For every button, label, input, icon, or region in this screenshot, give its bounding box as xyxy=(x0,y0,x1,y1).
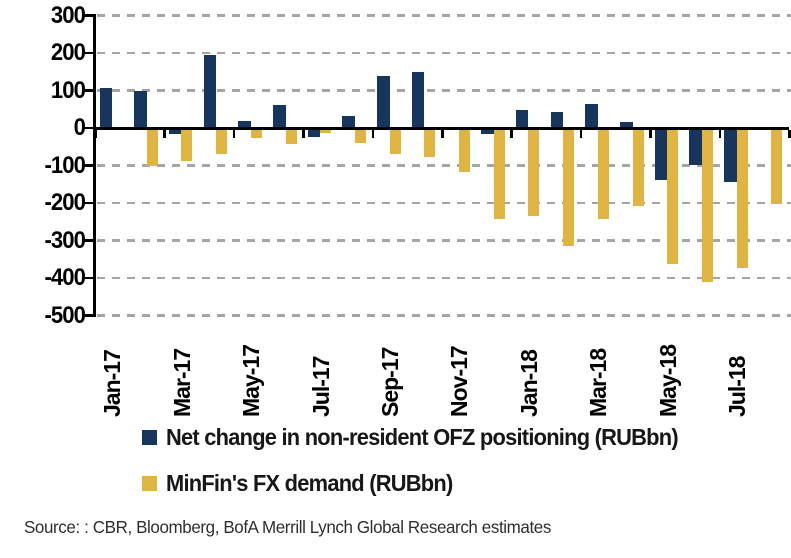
gold-bar-May-17 xyxy=(250,129,262,138)
x-axis-tick xyxy=(441,129,444,138)
y-axis-tick xyxy=(83,126,93,130)
navy-bar-Oct-17 xyxy=(411,71,425,128)
x-axis-label-Mar-17: Mar-17 xyxy=(168,348,195,417)
gold-bar-Jul-17 xyxy=(320,129,332,134)
gold-bar-Apr-18 xyxy=(632,129,644,206)
y-axis-tick xyxy=(83,314,93,317)
navy-bar-Mar-17 xyxy=(168,129,182,135)
x-axis-label-May-17: May-17 xyxy=(238,345,265,417)
y-axis-label--400: -400 xyxy=(44,264,85,291)
x-axis-tick xyxy=(510,129,513,138)
navy-bar-Jan-17 xyxy=(99,87,112,128)
legend-swatch-navy-icon xyxy=(142,429,157,445)
y-axis-tick xyxy=(83,51,93,55)
y-axis-line xyxy=(92,14,96,317)
y-axis-label-0: 0 xyxy=(73,114,86,141)
gold-bar-Nov-17 xyxy=(459,129,470,172)
x-axis-tick xyxy=(579,129,583,138)
x-axis-label-Sep-17: Sep-17 xyxy=(376,347,403,417)
gridline--500 xyxy=(97,314,791,317)
y-axis-label-300: 300 xyxy=(50,1,86,29)
gridline-100 xyxy=(97,89,791,92)
navy-bar-Jun-18 xyxy=(689,129,702,166)
gold-bar-Jun-17 xyxy=(285,129,297,145)
x-axis-tick xyxy=(163,129,166,138)
x-axis-label-May-18: May-18 xyxy=(654,345,681,417)
x-axis-label-Mar-18: Mar-18 xyxy=(585,348,612,417)
navy-bar-Jul-18 xyxy=(724,129,737,182)
x-axis-label-Jan-18: Jan-18 xyxy=(515,350,542,417)
gold-bar-Jul-18 xyxy=(736,129,748,269)
x-axis-zero-line xyxy=(95,126,789,130)
gold-bar-Feb-17 xyxy=(146,129,158,166)
gridline-300 xyxy=(97,14,791,17)
gold-bar-Mar-18 xyxy=(597,129,609,220)
gridline--200 xyxy=(97,201,791,205)
gold-bar-Aug-18 xyxy=(771,129,783,205)
source-text: Source: : CBR, Bloomberg, BofA Merrill L… xyxy=(24,517,551,537)
navy-bar-Feb-17 xyxy=(134,90,147,128)
x-axis-tick xyxy=(302,129,305,138)
navy-bar-Apr-17 xyxy=(203,54,217,128)
navy-bar-Apr-18 xyxy=(620,122,633,128)
y-axis-tick xyxy=(83,14,93,17)
gold-bar-Mar-17 xyxy=(181,129,193,162)
y-axis-label-100: 100 xyxy=(50,76,86,104)
gold-bar-Sep-17 xyxy=(389,129,401,154)
gold-bar-Aug-17 xyxy=(354,129,366,143)
gold-bar-Dec-17 xyxy=(493,129,505,219)
legend-item-fx: MinFin's FX demand (RUBbn) xyxy=(142,470,468,496)
gold-bar-May-18 xyxy=(667,129,679,264)
y-axis-tick xyxy=(83,239,93,242)
y-axis-label--100: -100 xyxy=(44,151,85,179)
gold-bar-Apr-17 xyxy=(216,129,228,154)
navy-bar-Dec-17 xyxy=(481,129,494,135)
gridline--300 xyxy=(97,239,791,242)
navy-bar-May-17 xyxy=(238,120,251,128)
legend-label-ofz: Net change in non-resident OFZ positioni… xyxy=(166,423,679,450)
navy-bar-Jun-17 xyxy=(273,104,286,128)
gridline--400 xyxy=(97,276,791,280)
y-axis-label-200: 200 xyxy=(50,39,86,66)
gold-bar-Feb-18 xyxy=(563,129,575,247)
gridline--100 xyxy=(97,164,791,167)
x-axis-label-Jul-17: Jul-17 xyxy=(307,356,334,417)
y-axis-label--200: -200 xyxy=(44,189,85,216)
gold-bar-Oct-17 xyxy=(424,129,436,157)
x-axis-tick xyxy=(232,129,236,138)
y-axis-tick xyxy=(83,89,93,92)
legend-label-fx: MinFin's FX demand (RUBbn) xyxy=(166,469,453,496)
navy-bar-Aug-17 xyxy=(342,116,355,128)
navy-bar-Jan-18 xyxy=(515,110,529,128)
legend-swatch-gold-icon xyxy=(142,475,157,491)
navy-bar-Sep-17 xyxy=(377,75,390,128)
gold-bar-Jan-18 xyxy=(528,129,540,216)
x-axis-tick xyxy=(649,129,652,138)
y-axis-tick xyxy=(83,201,93,205)
x-axis-tick xyxy=(371,129,375,138)
navy-bar-Feb-18 xyxy=(550,112,564,128)
legend-item-ofz: Net change in non-resident OFZ positioni… xyxy=(142,424,705,450)
y-axis-label--300: -300 xyxy=(44,226,85,254)
x-axis-tick xyxy=(718,129,722,138)
navy-bar-Mar-18 xyxy=(585,103,598,128)
x-axis-tick xyxy=(788,129,791,138)
x-axis-label-Nov-17: Nov-17 xyxy=(446,346,473,417)
gold-bar-Jun-18 xyxy=(701,129,713,283)
x-axis-label-Jul-18: Jul-18 xyxy=(723,356,750,417)
gridline-200 xyxy=(97,51,791,55)
y-axis-label--500: -500 xyxy=(44,301,85,329)
y-axis-tick xyxy=(83,276,93,280)
y-axis-tick xyxy=(83,164,93,167)
x-axis-label-Jan-17: Jan-17 xyxy=(99,350,126,417)
navy-bar-May-18 xyxy=(654,129,668,181)
navy-bar-Jul-17 xyxy=(307,129,321,137)
